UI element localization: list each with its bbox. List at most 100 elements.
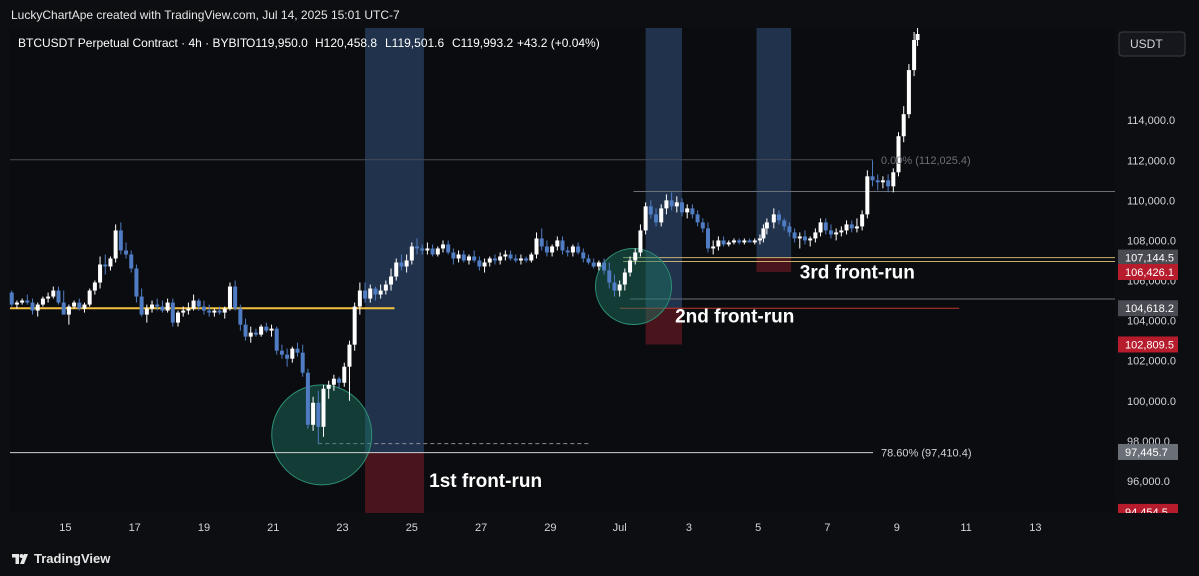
ohlc-value: C119,993.2 — [452, 36, 513, 50]
candle-body — [700, 222, 705, 229]
candle-body — [337, 378, 342, 383]
candle-body — [576, 246, 581, 253]
candle-body — [290, 348, 295, 359]
ohlc-value: L119,501.6 — [385, 36, 444, 50]
price-tag — [1118, 336, 1178, 353]
candle-body — [628, 260, 633, 273]
candle-body — [752, 240, 757, 243]
candle-body — [14, 302, 19, 305]
candle-body — [170, 302, 175, 323]
highlight-circle — [271, 384, 373, 486]
price-tick-label: 96,000.0 — [1127, 476, 1170, 488]
candle-body — [300, 352, 305, 373]
ohlc-value: +43.2 (+0.04%) — [517, 36, 600, 50]
time-tick-label: 25 — [406, 522, 418, 534]
price-tag-label: 106,426.1 — [1125, 267, 1174, 279]
candle-body — [430, 248, 435, 255]
candle-body — [269, 328, 274, 331]
candle-body — [477, 260, 482, 267]
candle-body — [82, 304, 87, 309]
candle-body — [9, 292, 14, 305]
chart-plot-area[interactable] — [10, 28, 1115, 513]
time-axis[interactable]: 15 17 19 21 23 25 27 29 Jul 3 5 7 9 11 13 — [0, 513, 1199, 541]
fib-level-label: 0.00% (112,025.4) — [881, 155, 971, 167]
candle-body — [828, 230, 833, 235]
candle-body — [373, 288, 378, 295]
candle-body — [659, 208, 664, 223]
candle-body — [570, 246, 575, 253]
time-tick-label: Jul — [613, 522, 627, 534]
highlight-zone — [645, 308, 683, 345]
candle-body — [61, 302, 66, 315]
candle-body — [40, 298, 45, 305]
tradingview-logo[interactable]: TradingView — [12, 551, 110, 566]
currency-box — [1118, 31, 1186, 57]
candle-body — [77, 302, 82, 309]
price-tag-label: 107,144.5 — [1125, 253, 1174, 265]
candle-body — [648, 206, 653, 215]
candle-body — [87, 290, 92, 305]
candle-body — [451, 252, 456, 259]
symbol-legend: BTCUSDT Perpetual Contract · 4h · BYBITO… — [18, 36, 600, 50]
candle-body — [854, 226, 859, 229]
candle-body — [352, 306, 357, 345]
candle-body — [217, 310, 222, 313]
candle-body — [787, 226, 792, 233]
candle-body — [891, 172, 896, 187]
time-tick-label: 27 — [475, 522, 487, 534]
candle-body — [482, 262, 487, 267]
candle-body — [176, 312, 181, 323]
attribution-text: LuckyChartApe created with TradingView.c… — [11, 8, 400, 22]
candle-body — [524, 258, 529, 261]
candle-body — [731, 240, 736, 243]
candle-body — [581, 252, 586, 259]
candle-body — [870, 176, 875, 181]
candle-body — [695, 214, 700, 223]
candle-body — [264, 326, 269, 331]
candle-body — [363, 290, 368, 299]
time-tick-label: 23 — [336, 522, 348, 534]
price-tag-label: 104,618.2 — [1125, 303, 1174, 315]
candle-body — [761, 228, 766, 239]
candle-body — [124, 250, 129, 255]
candle-body — [716, 240, 721, 247]
candle-body — [492, 258, 497, 261]
candle-body — [721, 240, 726, 245]
candle-body — [383, 284, 388, 291]
candle-body — [435, 248, 440, 255]
candle-body — [607, 270, 612, 283]
candle-body — [20, 300, 25, 303]
candle-body — [425, 248, 430, 251]
candle-body — [191, 300, 196, 309]
time-tick-label: 17 — [129, 522, 141, 534]
highlight-zone — [365, 28, 424, 453]
candle-body — [896, 136, 901, 173]
price-tick-label: 114,000.0 — [1127, 115, 1175, 127]
candle-body — [776, 214, 781, 221]
candle-body — [565, 250, 570, 253]
candle-body — [103, 264, 108, 267]
candle-body — [674, 202, 679, 207]
candle-body — [550, 246, 555, 253]
candle-body — [534, 238, 539, 255]
candle-body — [669, 200, 674, 207]
candle-body — [808, 238, 813, 241]
candle-body — [305, 372, 310, 425]
candle-body — [638, 230, 643, 253]
candle-body — [368, 288, 373, 299]
candle-body — [834, 232, 839, 235]
candle-series — [9, 28, 920, 444]
candle-body — [311, 402, 316, 425]
candle-body — [212, 310, 217, 313]
time-tick-label: 3 — [686, 522, 692, 534]
highlight-zones — [365, 28, 792, 513]
candle-body — [295, 348, 300, 353]
price-tick-label: 102,000.0 — [1127, 356, 1176, 368]
candle-body — [596, 262, 601, 267]
candle-body — [680, 202, 685, 213]
candle-body — [404, 260, 409, 267]
price-axis[interactable]: 114,000.0 112,000.0 110,000.0 108,000.0 106,… — [1115, 0, 1199, 541]
horizontal-lines — [10, 191, 1115, 445]
candle-body — [378, 290, 383, 295]
